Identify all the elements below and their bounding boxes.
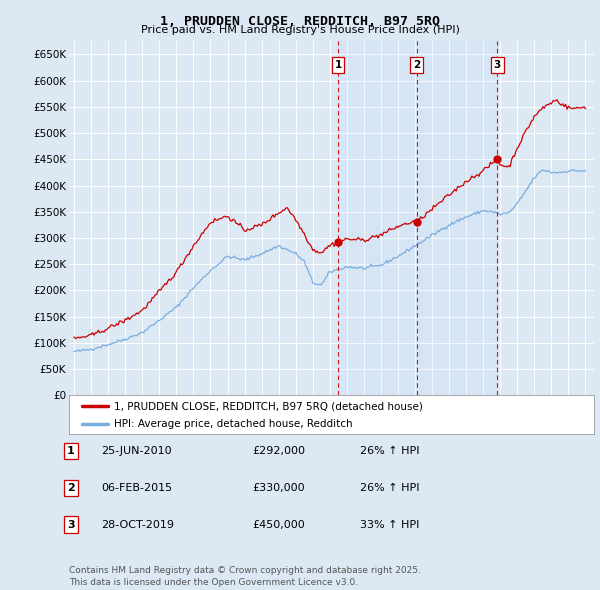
Text: 26% ↑ HPI: 26% ↑ HPI	[360, 483, 419, 493]
Text: 06-FEB-2015: 06-FEB-2015	[101, 483, 172, 493]
Text: Price paid vs. HM Land Registry's House Price Index (HPI): Price paid vs. HM Land Registry's House …	[140, 25, 460, 35]
Text: 1, PRUDDEN CLOSE, REDDITCH, B97 5RQ: 1, PRUDDEN CLOSE, REDDITCH, B97 5RQ	[160, 15, 440, 28]
Text: 33% ↑ HPI: 33% ↑ HPI	[360, 520, 419, 529]
Text: 3: 3	[494, 60, 501, 70]
Text: 3: 3	[67, 520, 74, 529]
Text: 28-OCT-2019: 28-OCT-2019	[101, 520, 174, 529]
Text: 1: 1	[335, 60, 342, 70]
Text: £450,000: £450,000	[252, 520, 305, 529]
Text: 1, PRUDDEN CLOSE, REDDITCH, B97 5RQ (detached house): 1, PRUDDEN CLOSE, REDDITCH, B97 5RQ (det…	[113, 401, 422, 411]
Text: 25-JUN-2010: 25-JUN-2010	[101, 447, 172, 456]
Text: 2: 2	[67, 483, 74, 493]
Text: £292,000: £292,000	[252, 447, 305, 456]
Text: £330,000: £330,000	[252, 483, 305, 493]
Bar	[338, 41, 497, 395]
Text: 1: 1	[67, 447, 74, 456]
Text: 26% ↑ HPI: 26% ↑ HPI	[360, 447, 419, 456]
Text: HPI: Average price, detached house, Redditch: HPI: Average price, detached house, Redd…	[113, 419, 352, 429]
Text: Contains HM Land Registry data © Crown copyright and database right 2025.
This d: Contains HM Land Registry data © Crown c…	[69, 566, 421, 587]
Text: 2: 2	[413, 60, 420, 70]
